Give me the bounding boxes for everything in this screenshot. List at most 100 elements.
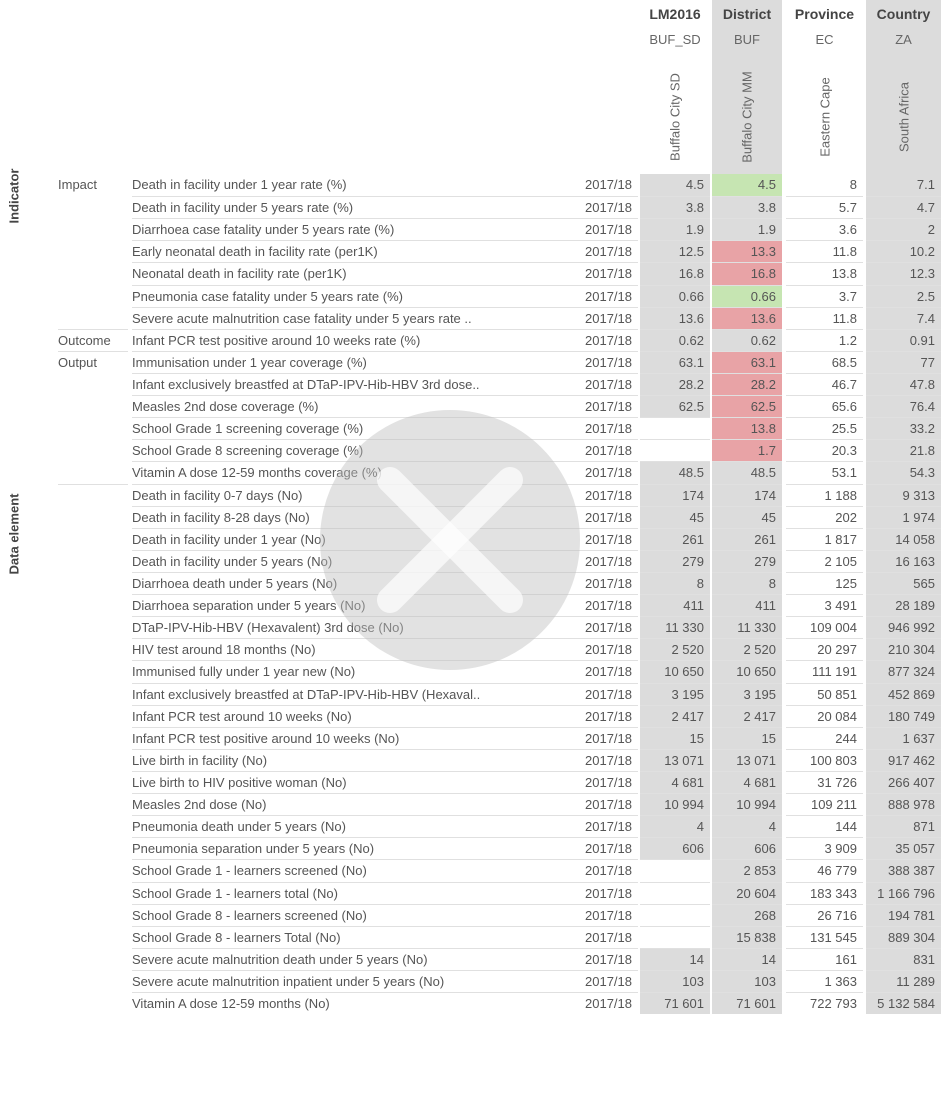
table-row[interactable]: Death in facility 0-7 days (No) 2017/18 17… (0, 483, 943, 506)
table-row[interactable]: Pneumonia case fatality under 5 years ra… (0, 284, 943, 307)
value-cell: 11 330 (640, 616, 710, 639)
value-cell: 131 545 (786, 925, 863, 948)
row-label: Neonatal death in facility rate (per1K) (132, 262, 572, 284)
table-row[interactable]: Measles 2nd dose (No) 2017/18 10 994 10 994… (0, 793, 943, 816)
row-subgroup (58, 683, 128, 705)
table-row[interactable]: Live birth in facility (No) 2017/18 13 071… (0, 748, 943, 771)
column-name: Eastern Cape (817, 77, 832, 157)
table-row[interactable]: Vitamin A dose 12-59 months coverage (%)… (0, 461, 943, 484)
value-cell: 261 (640, 527, 710, 550)
table-row[interactable]: Death in facility 8-28 days (No) 2017/18 4… (0, 505, 943, 528)
table-row[interactable]: Immunised fully under 1 year new (No) 201… (0, 660, 943, 683)
table-row[interactable]: Severe acute malnutrition case fatality … (0, 306, 943, 329)
row-label: Infant exclusively breastfed at DTaP-IPV… (132, 682, 572, 705)
row-period: 2017/18 (572, 660, 638, 682)
row-subgroup (58, 483, 128, 506)
table-row[interactable]: School Grade 1 - learners total (No) 2017… (0, 881, 943, 904)
table-row[interactable]: Neonatal death in facility rate (per1K) 2… (0, 262, 943, 285)
table-row[interactable]: Vitamin A dose 12-59 months (No) 2017/18 7… (0, 992, 943, 1015)
row-period: 2017/18 (572, 262, 638, 284)
value-cell: 1.9 (640, 218, 710, 241)
value-cell: 5 132 584 (866, 992, 941, 1015)
table-row[interactable]: Death in facility under 5 years rate (%)… (0, 196, 943, 219)
table-row[interactable]: Infant PCR test around 10 weeks (No) 2017… (0, 704, 943, 727)
row-subgroup (58, 904, 128, 926)
row-label: Severe acute malnutrition case fatality … (132, 306, 572, 329)
value-cell: 4.5 (640, 174, 710, 197)
value-cell: 0.62 (640, 328, 710, 351)
table-row[interactable]: DTaP-IPV-Hib-HBV (Hexavalent) 3rd dose (… (0, 616, 943, 639)
value-cell: 183 343 (786, 881, 863, 904)
value-cell: 10 650 (640, 660, 710, 683)
column-name: Buffalo City SD (667, 73, 683, 161)
table-row[interactable]: Death in facility under 5 years (No) 2017… (0, 549, 943, 572)
column-header-country[interactable]: Country ZA South Africa (866, 0, 941, 174)
table-row[interactable]: Live birth to HIV positive woman (No) 201… (0, 770, 943, 794)
value-cell: 5.7 (786, 196, 863, 218)
value-cell: 2 105 (786, 549, 863, 572)
table-row[interactable]: Infant exclusively breastfed at DTaP-IPV… (0, 372, 943, 396)
row-period: 2017/18 (572, 483, 638, 506)
value-cell: 877 324 (866, 660, 941, 683)
table-row[interactable]: Diarrhoea death under 5 years (No) 2017/1… (0, 571, 943, 595)
value-cell: 0.62 (712, 328, 782, 351)
row-label: Diarrhoea separation under 5 years (No) (132, 594, 572, 616)
data-table: Impact Death in facility under 1 year rat… (0, 169, 943, 1015)
row-label: Death in facility under 5 years rate (%) (132, 196, 572, 218)
table-row[interactable]: Measles 2nd dose coverage (%) 2017/18 62.5… (0, 395, 943, 418)
row-label: HIV test around 18 months (No) (132, 638, 572, 660)
table-row[interactable]: School Grade 8 screening coverage (%) 201… (0, 439, 943, 462)
value-cell: 10 650 (712, 660, 782, 683)
value-cell: 244 (786, 726, 863, 749)
table-row[interactable]: School Grade 8 - learners Total (No) 2017… (0, 925, 943, 948)
row-period: 2017/18 (572, 240, 638, 262)
value-cell: 8 (849, 177, 857, 192)
value-cell: 16 163 (866, 549, 941, 572)
row-label: Death in facility 0-7 days (No) (132, 483, 572, 506)
value-cell: 946 992 (866, 616, 941, 639)
table-row[interactable]: Diarrhoea separation under 5 years (No) 2… (0, 594, 943, 617)
column-header-lm2016[interactable]: LM2016 BUF_SD Buffalo City SD (640, 0, 710, 174)
table-row[interactable]: Infant exclusively breastfed at DTaP-IPV… (0, 682, 943, 705)
table-row[interactable]: Infant PCR test positive around 10 weeks… (0, 726, 943, 749)
value-cell (640, 859, 710, 881)
value-cell: 111 191 (786, 660, 863, 682)
table-row[interactable]: Severe acute malnutrition inpatient unde… (0, 969, 943, 993)
row-subgroup (58, 417, 128, 439)
table-row[interactable]: Pneumonia separation under 5 years (No) 2… (0, 837, 943, 860)
value-cell: 15 (640, 726, 710, 749)
row-period: 2017/18 (572, 682, 638, 705)
row-subgroup (58, 572, 128, 594)
value-cell: 12.3 (866, 262, 941, 285)
value-cell: 7.1 (866, 174, 941, 197)
row-subgroup (58, 727, 128, 749)
value-cell: 45 (712, 505, 782, 528)
column-header-district[interactable]: District BUF Buffalo City MM (712, 0, 782, 174)
value-cell: 888 978 (866, 793, 941, 816)
table-row[interactable]: Outcome Infant PCR test positive around 1… (0, 328, 943, 351)
value-cell: 1.9 (712, 218, 782, 241)
table-row[interactable]: Impact Death in facility under 1 year rat… (0, 174, 943, 197)
value-cell: 11 330 (712, 616, 782, 639)
row-period: 2017/18 (572, 505, 638, 528)
table-row[interactable]: School Grade 8 - learners screened (No) 2… (0, 903, 943, 926)
table-row[interactable]: Early neonatal death in facility rate (p… (0, 240, 943, 263)
table-row[interactable]: Death in facility under 1 year (No) 2017/… (0, 527, 943, 550)
row-label: Immunised fully under 1 year new (No) (132, 660, 572, 682)
table-row[interactable]: Severe acute malnutrition death under 5 … (0, 947, 943, 970)
row-subgroup (58, 815, 128, 837)
table-row[interactable]: Pneumonia death under 5 years (No) 2017/1… (0, 815, 943, 838)
table-row[interactable]: Diarrhoea case fatality under 5 years ra… (0, 218, 943, 241)
column-header: LM2016 BUF_SD Buffalo City SD District B… (0, 0, 943, 178)
value-cell: 8 (712, 571, 782, 595)
value-cell: 20 604 (712, 881, 782, 904)
value-cell: 279 (640, 549, 710, 572)
table-row[interactable]: School Grade 1 screening coverage (%) 201… (0, 417, 943, 440)
value-cell: 46 779 (786, 859, 863, 881)
column-header-province[interactable]: Province EC Eastern Cape (786, 0, 863, 174)
table-row[interactable]: Output Immunisation under 1 year coverage… (0, 350, 943, 373)
table-row[interactable]: HIV test around 18 months (No) 2017/18 2 5… (0, 638, 943, 661)
table-row[interactable]: School Grade 1 - learners screened (No) 2… (0, 859, 943, 882)
value-cell: 889 304 (866, 925, 941, 948)
value-cell: 268 (712, 903, 782, 926)
